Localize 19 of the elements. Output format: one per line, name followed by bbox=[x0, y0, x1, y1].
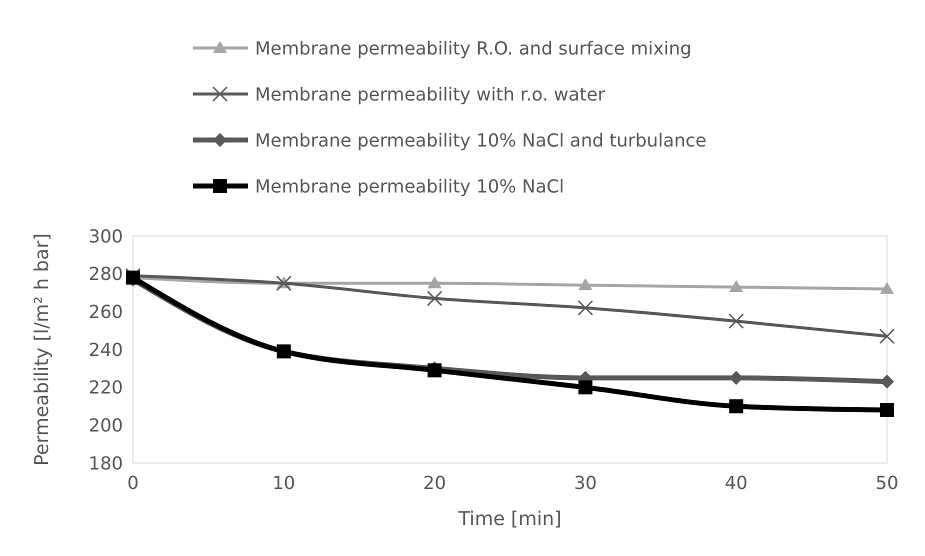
x-tick-label: 10 bbox=[272, 473, 296, 494]
legend-label: Membrane permeability 10% NaCl and turbulance bbox=[255, 130, 706, 152]
legend-label: Membrane permeability 10% NaCl bbox=[255, 176, 564, 198]
x-tick-label: 20 bbox=[423, 473, 446, 494]
x-tick-label: 0 bbox=[127, 473, 139, 494]
legend-label: Membrane permeability with r.o. water bbox=[255, 84, 606, 106]
legend-label: Membrane permeability R.O. and surface mixing bbox=[255, 38, 692, 60]
y-tick-label: 200 bbox=[88, 415, 123, 436]
x-tick-label: 40 bbox=[724, 473, 748, 494]
y-tick-label: 180 bbox=[88, 453, 123, 474]
y-tick-label: 300 bbox=[88, 226, 123, 248]
y-axis-title: Permeability [l/m² h bar] bbox=[31, 233, 53, 466]
x-axis-title: Time [min] bbox=[457, 508, 562, 530]
y-tick-label: 220 bbox=[88, 378, 123, 399]
y-tick-label: 260 bbox=[88, 302, 123, 323]
x-tick-label: 30 bbox=[574, 473, 597, 494]
y-tick-label: 280 bbox=[88, 264, 123, 286]
y-tick-label: 240 bbox=[88, 340, 123, 361]
x-tick-label: 50 bbox=[876, 473, 898, 494]
